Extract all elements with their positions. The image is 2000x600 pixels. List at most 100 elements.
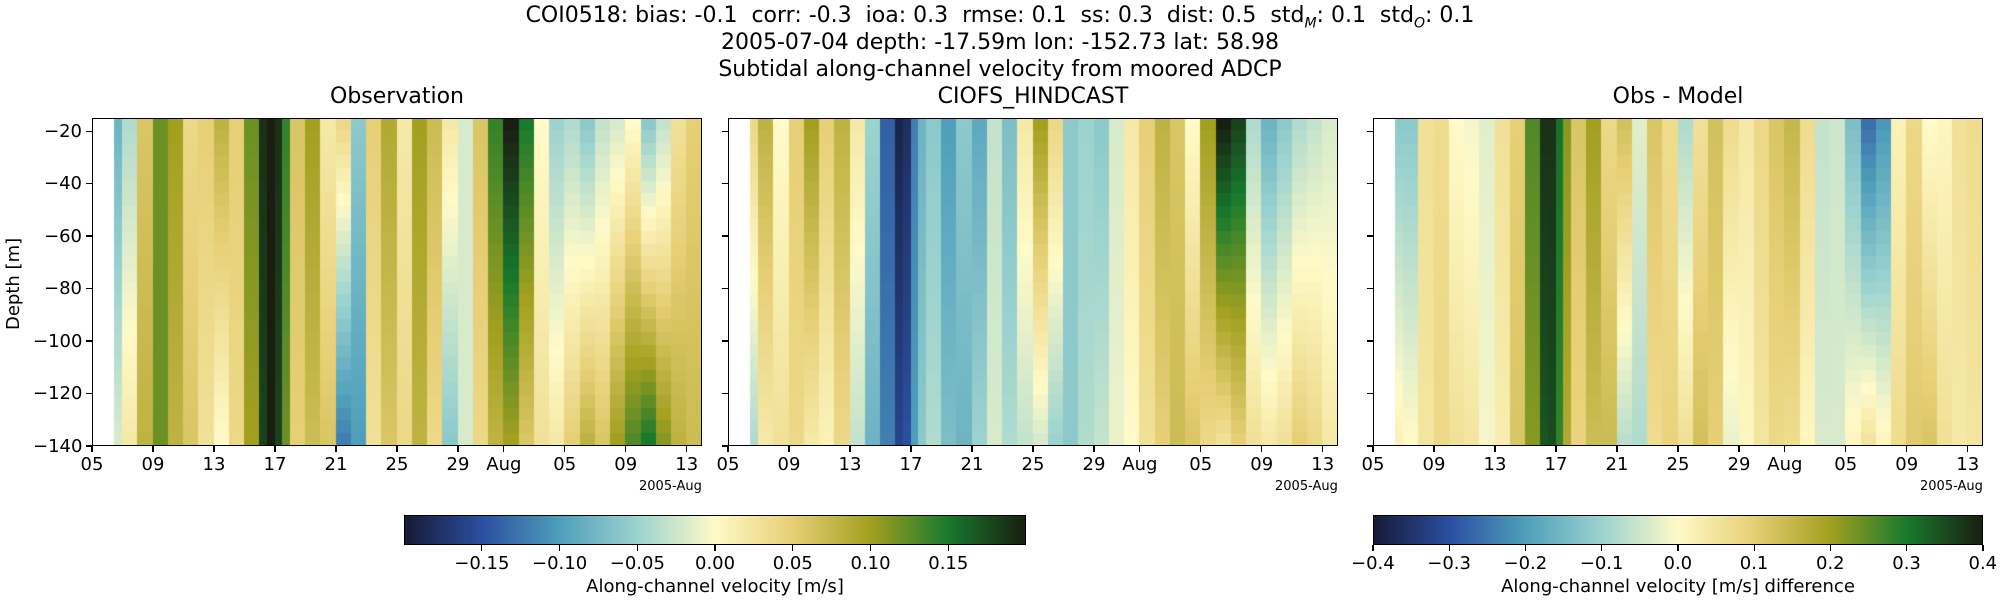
x-tick-label: 05: [80, 454, 104, 475]
x-tick-mark: [910, 446, 912, 452]
colorbar-tick-mark: [1906, 545, 1908, 551]
panel-model: CIOFS_HINDCAST 05 09 13 17 21 25 29 Aug 05 09 13 20…: [717, 84, 1338, 494]
figure-suptitle-line1: COI0518: bias: -0.1 corr: -0.3 ioa: 0.3 …: [0, 2, 2000, 37]
colorbar-tick-label: 0.15: [928, 553, 969, 574]
y-tick-mark: [86, 235, 92, 237]
colorbar-tick-label: −0.10: [532, 553, 588, 574]
x-tick-label: 09: [777, 454, 801, 475]
y-axis-label: Depth [m]: [3, 237, 24, 330]
colorbar-difference: Along-channel velocity [m/s] difference …: [1351, 515, 1997, 597]
x-tick-mark: [1616, 446, 1618, 452]
x-tick-label: 29: [446, 454, 470, 475]
x-tick-label: Aug: [486, 454, 522, 475]
colorbar-tick-label: 0.05: [772, 553, 813, 574]
x-tick-label: 25: [385, 454, 409, 475]
y-tick-mark: [86, 287, 92, 290]
colorbar-tick-mark: [1753, 545, 1755, 551]
y-tick-mark: [722, 183, 728, 185]
x-tick-label: 05: [1361, 454, 1385, 475]
x-tick-label: 09: [1895, 454, 1919, 475]
colorbar-tick-label: −0.05: [609, 553, 665, 574]
y-tick-mark: [86, 130, 92, 132]
x-tick-mark: [1433, 446, 1435, 452]
x-tick-label: 09: [1422, 454, 1446, 475]
panel-title: Observation: [330, 84, 464, 109]
x-tick-mark: [1200, 446, 1202, 452]
colorbar-gradient: [1373, 515, 1983, 545]
x-tick-mark: [1967, 446, 1969, 452]
panel-title: CIOFS_HINDCAST: [937, 84, 1129, 109]
x-tick-mark: [1555, 446, 1557, 452]
y-tick-mark: [86, 445, 92, 447]
x-tick-mark: [1322, 446, 1324, 452]
suptitle-mid: : 0.1 std: [1316, 3, 1414, 28]
colorbar-tick-mark: [792, 545, 794, 551]
x-tick-label: 05: [716, 454, 740, 475]
colorbar-tick-label: 0.4: [1968, 553, 1998, 574]
x-tick-mark: [971, 446, 973, 452]
x-tick-label: 13: [838, 454, 862, 475]
x-tick-label: 21: [960, 454, 984, 475]
y-tick-mark: [722, 235, 728, 237]
colorbar-tick-label: −0.3: [1427, 553, 1471, 574]
x-tick-mark: [457, 446, 459, 452]
x-tick-mark: [564, 446, 566, 452]
y-tick-mark: [722, 392, 728, 395]
figure-suptitle-line2: 2005-07-04 depth: -17.59m lon: -152.73 l…: [720, 30, 1280, 55]
y-tick-mark: [1367, 392, 1373, 395]
suptitle-sub-o: O: [1413, 15, 1426, 32]
x-tick-mark: [274, 446, 276, 452]
colorbar-tick-mark: [1372, 545, 1374, 551]
x-tick-label: 09: [1250, 454, 1274, 475]
x-tick-label: 17: [1544, 454, 1568, 475]
x-tick-mark: [727, 446, 729, 452]
x-tick-label: 17: [263, 454, 287, 475]
panel-difference: Obs - Model 05 09 13 17 21 25 29 Aug 05 09 13 2005-…: [1362, 84, 1983, 494]
x-tick-mark: [503, 446, 505, 452]
colorbar-tick-mark: [1448, 545, 1450, 551]
x-tick-label: 25: [1666, 454, 1690, 475]
suptitle-sub-m: M: [1304, 15, 1317, 32]
x-tick-mark: [1906, 446, 1908, 452]
colorbar-tick-mark: [1677, 545, 1679, 551]
heatmap-mesh: [1373, 118, 1983, 446]
x-tick-mark: [788, 446, 790, 452]
x-offset-label: 2005-Aug: [1275, 479, 1338, 494]
colorbar-tick-label: 0.2: [1816, 553, 1845, 574]
colorbar-tick-mark: [1829, 545, 1832, 551]
y-tick-mark: [722, 445, 728, 447]
y-tick-label: −20: [44, 120, 82, 142]
heatmap-mesh: [728, 118, 1338, 446]
x-tick-mark: [625, 446, 627, 452]
y-tick-mark: [1367, 287, 1373, 290]
x-tick-mark: [1845, 446, 1847, 452]
x-tick-mark: [686, 446, 688, 452]
x-tick-mark: [1372, 446, 1374, 452]
y-tick-label: −100: [33, 330, 83, 352]
y-tick-mark: [1367, 183, 1373, 185]
colorbar-tick-label: −0.2: [1503, 553, 1548, 574]
colorbar-tick-mark: [1982, 545, 1984, 551]
colorbar-tick-label: −0.4: [1351, 553, 1395, 574]
y-tick-mark: [1367, 445, 1373, 447]
x-tick-mark: [91, 446, 93, 452]
x-tick-mark: [1494, 446, 1496, 452]
x-tick-mark: [1784, 446, 1786, 452]
y-tick-mark: [722, 287, 728, 290]
y-tick-label: −140: [33, 435, 83, 457]
y-tick-mark: [86, 183, 92, 185]
y-tick-mark: [86, 392, 92, 395]
colorbar-label: Along-channel velocity [m/s]: [586, 576, 844, 597]
x-tick-label: 13: [1311, 454, 1335, 475]
x-tick-label: Aug: [1767, 454, 1803, 475]
x-tick-mark: [849, 446, 851, 452]
colorbar-tick-label: 0.3: [1892, 553, 1921, 574]
colorbar-frame: [1373, 515, 1983, 545]
colorbar-label: Along-channel velocity [m/s] difference: [1501, 576, 1855, 597]
plot-frame: [728, 118, 1338, 446]
suptitle-suffix: : 0.1: [1425, 3, 1475, 28]
y-tick-mark: [1367, 235, 1373, 237]
x-tick-label: 13: [1483, 454, 1507, 475]
x-tick-label: 09: [614, 454, 638, 475]
x-tick-mark: [1032, 446, 1034, 452]
